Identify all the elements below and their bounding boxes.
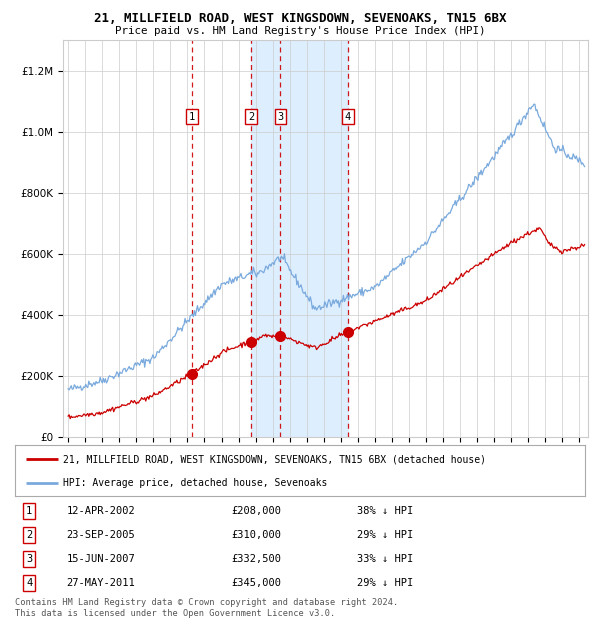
Text: Contains HM Land Registry data © Crown copyright and database right 2024.
This d: Contains HM Land Registry data © Crown c…: [15, 598, 398, 618]
Text: HPI: Average price, detached house, Sevenoaks: HPI: Average price, detached house, Seve…: [64, 478, 328, 489]
Text: 15-JUN-2007: 15-JUN-2007: [66, 554, 135, 564]
Text: 2: 2: [248, 112, 254, 122]
Text: £310,000: £310,000: [232, 530, 281, 540]
Text: 23-SEP-2005: 23-SEP-2005: [66, 530, 135, 540]
Text: 21, MILLFIELD ROAD, WEST KINGSDOWN, SEVENOAKS, TN15 6BX (detached house): 21, MILLFIELD ROAD, WEST KINGSDOWN, SEVE…: [64, 454, 487, 464]
Text: 29% ↓ HPI: 29% ↓ HPI: [357, 578, 413, 588]
Bar: [251, 40, 348, 437]
Text: £208,000: £208,000: [232, 506, 281, 516]
Text: 12-APR-2002: 12-APR-2002: [66, 506, 135, 516]
Text: Price paid vs. HM Land Registry's House Price Index (HPI): Price paid vs. HM Land Registry's House …: [115, 26, 485, 36]
Text: 27-MAY-2011: 27-MAY-2011: [66, 578, 135, 588]
Text: 4: 4: [26, 578, 32, 588]
Text: 33% ↓ HPI: 33% ↓ HPI: [357, 554, 413, 564]
Text: 1: 1: [26, 506, 32, 516]
Text: 2: 2: [26, 530, 32, 540]
Text: 38% ↓ HPI: 38% ↓ HPI: [357, 506, 413, 516]
Text: 4: 4: [345, 112, 351, 122]
Text: £345,000: £345,000: [232, 578, 281, 588]
Text: 3: 3: [277, 112, 284, 122]
Text: 29% ↓ HPI: 29% ↓ HPI: [357, 530, 413, 540]
Text: 1: 1: [189, 112, 196, 122]
Text: 3: 3: [26, 554, 32, 564]
Text: £332,500: £332,500: [232, 554, 281, 564]
Text: 21, MILLFIELD ROAD, WEST KINGSDOWN, SEVENOAKS, TN15 6BX: 21, MILLFIELD ROAD, WEST KINGSDOWN, SEVE…: [94, 12, 506, 25]
